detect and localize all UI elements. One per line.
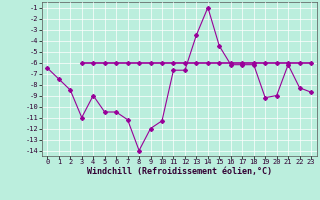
X-axis label: Windchill (Refroidissement éolien,°C): Windchill (Refroidissement éolien,°C) (87, 167, 272, 176)
